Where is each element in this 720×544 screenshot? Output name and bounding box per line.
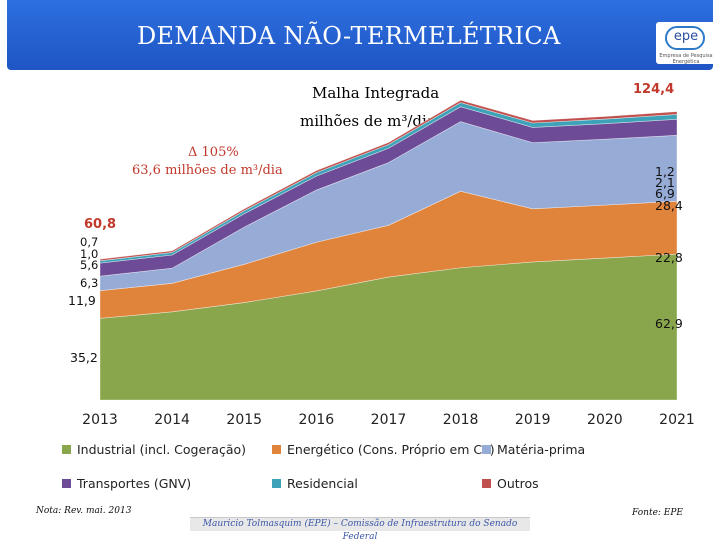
growth-percent: Δ 105% xyxy=(188,145,239,160)
x-tick-label: 2017 xyxy=(371,412,407,428)
legend-label: Outros xyxy=(497,476,539,491)
end-value-label: 1,2 xyxy=(655,164,675,179)
legend-label: Transportes (GNV) xyxy=(77,476,192,491)
footer-credit: Mauricio Tolmasquim (EPE) – Comissão de … xyxy=(190,517,530,542)
area-outros xyxy=(99,99,678,262)
chart-areas xyxy=(99,99,678,401)
legend-item: Residencial xyxy=(272,476,358,491)
x-tick-label: 2014 xyxy=(154,412,190,428)
epe-logo: epe Empresa de Pesquisa Energética xyxy=(656,22,716,65)
legend-swatch xyxy=(62,479,71,488)
start-value-label: 1,0 xyxy=(80,247,98,261)
total-end-label: 124,4 xyxy=(633,82,674,97)
revision-note: Nota: Rev. mai. 2013 xyxy=(36,506,132,516)
logo-ring-icon xyxy=(665,26,705,50)
start-value-label: 11,9 xyxy=(68,293,96,308)
x-tick-label: 2019 xyxy=(515,412,551,428)
total-start-label: 60,8 xyxy=(84,217,116,232)
legend-swatch xyxy=(62,445,71,454)
end-value-label: 6,9 xyxy=(655,186,675,201)
source-note: Fonte: EPE xyxy=(632,508,683,518)
x-tick-label: 2020 xyxy=(587,412,623,428)
legend-swatch xyxy=(272,445,281,454)
end-value-label: 22,8 xyxy=(655,250,683,265)
x-tick-label: 2021 xyxy=(659,412,695,428)
legend-item: Matéria-prima xyxy=(482,442,585,457)
start-value-label: 0,7 xyxy=(80,235,98,249)
end-value-label: 2,1 xyxy=(655,175,675,190)
logo-text: epe xyxy=(673,29,699,44)
subtitle-line2: milhões de m³/dia xyxy=(300,112,436,130)
logo-subtext: Empresa de Pesquisa Energética xyxy=(659,53,713,65)
legend-item: Energético (Cons. Próprio em CT) xyxy=(272,442,495,457)
x-tick-label: 2013 xyxy=(82,412,118,428)
end-value-label: 62,9 xyxy=(655,316,683,331)
chart-labels: 2013 2014 2015 2016 2017 2018 2019 2020 2021 35,2… xyxy=(68,82,695,428)
x-tick-label: 2016 xyxy=(299,412,335,428)
legend-swatch xyxy=(272,479,281,488)
start-value-label: 6,3 xyxy=(80,276,98,290)
legend-label: Residencial xyxy=(287,476,358,491)
subtitle-line1: Malha Integrada xyxy=(312,84,440,102)
legend-label: Industrial (incl. Cogeração) xyxy=(77,442,247,457)
legend-item: Outros xyxy=(482,476,539,491)
start-value-label: 35,2 xyxy=(70,350,98,365)
legend-swatch xyxy=(482,445,491,454)
x-tick-label: 2018 xyxy=(443,412,479,428)
legend-swatch xyxy=(482,479,491,488)
title-banner: DEMANDA NÃO-TERMELÉTRICA epe Empresa de … xyxy=(7,0,716,70)
legend-label: Energético (Cons. Próprio em CT) xyxy=(287,442,495,457)
legend-label: Matéria-prima xyxy=(497,442,586,457)
legend-item: Transportes (GNV) xyxy=(62,476,191,491)
start-value-label: 5,6 xyxy=(80,258,98,272)
slide-title: DEMANDA NÃO-TERMELÉTRICA xyxy=(137,22,561,50)
legend-item: Industrial (incl. Cogeração) xyxy=(62,442,246,457)
x-tick-label: 2015 xyxy=(226,412,262,428)
end-value-label: 28,4 xyxy=(655,198,683,213)
growth-amount: 63,6 milhões de m³/dia xyxy=(132,163,283,178)
